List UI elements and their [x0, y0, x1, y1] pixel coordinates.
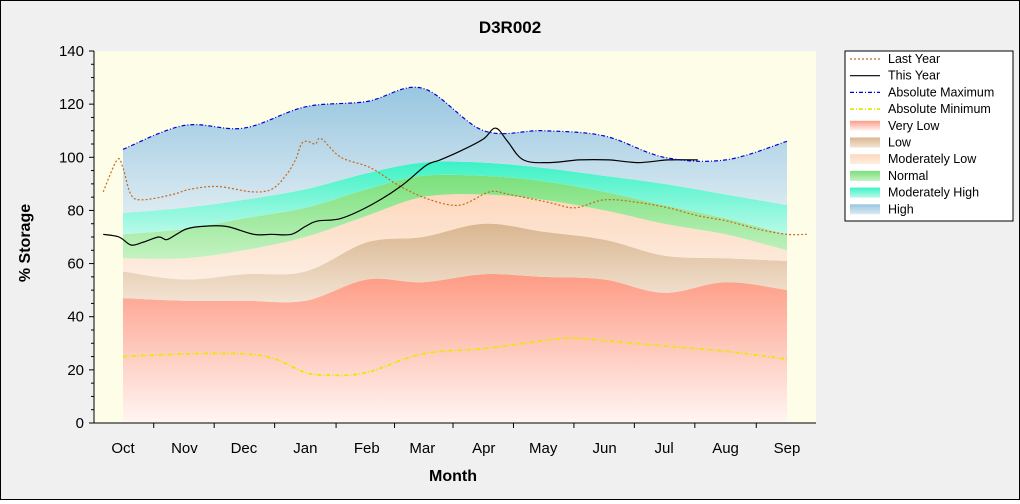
x-tick-label: Sep [774, 440, 801, 457]
x-tick-label: Jul [655, 440, 674, 457]
band-low [123, 223, 787, 303]
y-tick-label: 140 [59, 43, 84, 60]
legend-label: Absolute Minimum [888, 102, 991, 116]
legend-swatch-low [850, 137, 880, 148]
legend-label: Normal [888, 169, 928, 183]
x-tick-label: Jun [593, 440, 617, 457]
legend-label: Low [888, 136, 912, 150]
legend-swatch-normal [850, 170, 880, 181]
band-normal [123, 174, 787, 259]
x-tick-label: May [529, 440, 558, 457]
y-tick-label: 120 [59, 96, 84, 113]
legend-swatch-high [850, 204, 880, 215]
y-axis-label: % Storage [17, 204, 34, 282]
legend-swatch-very-low [850, 120, 880, 131]
x-tick-label: Apr [472, 440, 495, 457]
legend-swatch-moderately-low [850, 154, 880, 165]
x-tick-label: Feb [354, 440, 380, 457]
legend-swatch-moderately-high [850, 187, 880, 198]
x-tick-label: Nov [171, 440, 198, 457]
band-high [123, 87, 787, 214]
legend-label: Last Year [888, 52, 940, 66]
legend-label: Absolute Maximum [888, 85, 994, 99]
legend-label: This Year [888, 69, 940, 83]
line-absolute-minimum [122, 337, 788, 377]
line-this-year [103, 127, 698, 246]
chart-title: D3R002 [479, 18, 541, 37]
x-tick-label: Mar [409, 440, 435, 457]
x-tick-label: Dec [231, 440, 258, 457]
line-absolute-maximum [122, 86, 788, 162]
legend-label: Very Low [888, 119, 940, 133]
band-very-low [123, 274, 787, 423]
legend-label: High [888, 202, 914, 216]
band-moderately-low [123, 194, 787, 280]
legend-label: Moderately High [888, 186, 979, 200]
legend-label: Moderately Low [888, 152, 977, 166]
y-tick-label: 60 [67, 256, 84, 273]
y-tick-label: 20 [67, 362, 84, 379]
band-moderately-high [123, 161, 787, 235]
legend: Last Year This Year Absolute Maximum Absolu… [844, 50, 1014, 222]
line-last-year [102, 137, 807, 236]
plot-area: 0 20 40 60 80 100 120 140 Oct Nov Dec Jan Feb Mar Apr M… [59, 43, 816, 457]
y-tick-label: 0 [76, 415, 84, 432]
x-tick-label: Aug [712, 440, 739, 457]
y-tick-label: 40 [67, 309, 84, 326]
x-tick-label: Oct [111, 440, 135, 457]
y-tick-label: 100 [59, 149, 84, 166]
x-axis-label: Month [429, 468, 477, 485]
y-tick-label: 80 [67, 202, 84, 219]
x-tick-label: Jan [293, 440, 317, 457]
